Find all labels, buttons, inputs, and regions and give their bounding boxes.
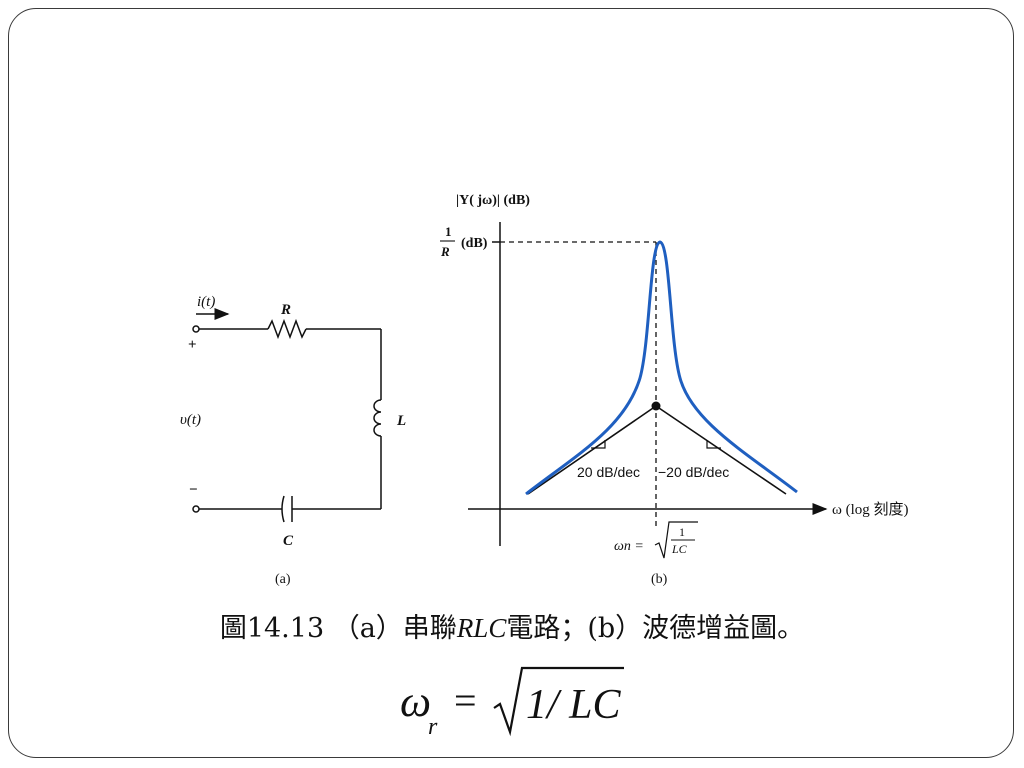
bottom-terminal	[192, 505, 200, 513]
formula-subscript: r	[428, 714, 438, 740]
resonance-point	[651, 401, 661, 411]
formula-radical	[493, 666, 624, 737]
capacitor-label: C	[283, 533, 294, 549]
top-terminal	[192, 325, 200, 333]
slide-frame	[8, 8, 1014, 758]
plus-label: +	[188, 337, 197, 353]
resonance-formula: ω r = 1/ LC	[398, 662, 638, 742]
bode-plot	[468, 222, 828, 546]
omega-n-num: 1	[679, 525, 685, 539]
omega-n-prefix: ωn =	[614, 539, 644, 554]
peak-label-den: R	[440, 244, 450, 259]
asymptote-left	[527, 405, 657, 495]
y-axis-label: |Y( jω)| (dB)	[456, 193, 530, 208]
peak-label-unit: (dB)	[461, 236, 488, 251]
omega-n-den: LC	[671, 542, 688, 556]
asymptote-right	[655, 405, 787, 495]
resistor-symbol	[267, 318, 307, 340]
caption-italic: RLC	[456, 613, 507, 643]
formula-radicand: 1/ LC	[526, 682, 622, 728]
rlc-circuit	[192, 308, 382, 523]
caption-prefix: 圖14.13 （a）串聯	[219, 613, 457, 644]
x-axis-label: ω (log 刻度)	[832, 501, 909, 518]
gain-response-curve	[525, 240, 798, 496]
peak-label-num: 1	[445, 224, 452, 239]
caption-suffix: 電路；(b）波德增益圖。	[506, 613, 805, 644]
inductor-symbol	[373, 399, 382, 437]
resonance-frequency-label: ωn = 1 LC	[614, 521, 698, 559]
slope-label-right: −20 dB/dec	[658, 464, 729, 480]
current-label: i(t)	[197, 294, 215, 310]
panel-label-b: (b)	[651, 572, 668, 587]
slope-label-left: 20 dB/dec	[577, 464, 640, 480]
figure-caption: 圖14.13 （a）串聯RLC電路；(b）波德增益圖。	[0, 606, 1024, 645]
inductor-label: L	[396, 413, 406, 429]
voltage-label: υ(t)	[180, 412, 201, 428]
formula-omega: ω	[400, 677, 431, 726]
formula-equals: =	[454, 678, 477, 723]
capacitor-symbol	[281, 495, 293, 523]
panel-label-a: (a)	[275, 572, 291, 587]
slope-triangle-right	[706, 440, 721, 449]
slope-triangle-left	[591, 440, 606, 449]
omega-n-radical	[654, 521, 698, 559]
minus-label: −	[189, 482, 198, 498]
resistor-label: R	[280, 302, 291, 318]
